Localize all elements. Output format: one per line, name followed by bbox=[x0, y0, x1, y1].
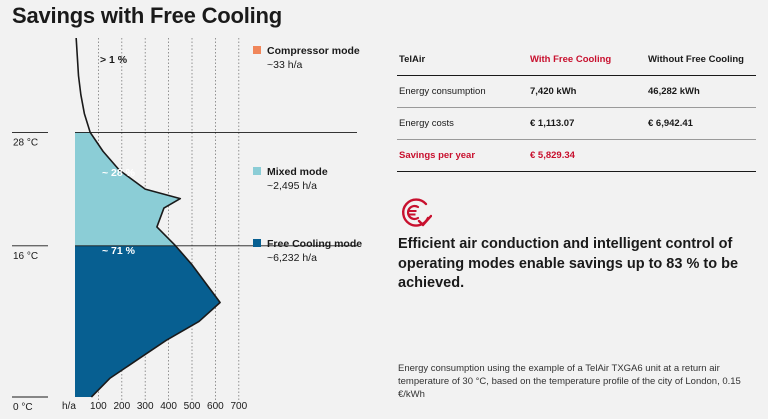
table-header: TelAir bbox=[397, 44, 528, 76]
y-tick-label: 16 °C bbox=[13, 251, 38, 262]
legend-item-mixed: Mixed mode ~2,495 h/a bbox=[253, 165, 328, 193]
zone-share-label: > 1 % bbox=[100, 54, 128, 66]
table-cell: Energy consumption bbox=[397, 75, 528, 108]
table-cell: Energy costs bbox=[397, 107, 528, 140]
x-tick-label: 600 bbox=[207, 401, 224, 412]
table-cell: Savings per year bbox=[397, 139, 528, 172]
table-header: Without Free Cooling bbox=[646, 44, 756, 76]
euro-savings-icon bbox=[402, 198, 432, 227]
y-tick-label: 0 °C bbox=[13, 402, 33, 413]
x-tick-label: 100 bbox=[90, 401, 107, 412]
table-header: With Free Cooling bbox=[528, 44, 646, 76]
x-axis-label: h/a bbox=[62, 401, 76, 412]
table-cell bbox=[646, 139, 756, 172]
x-tick-label: 500 bbox=[184, 401, 201, 412]
table-cell: € 6,942.41 bbox=[646, 107, 756, 140]
table-header-row: TelAir With Free Cooling Without Free Co… bbox=[397, 44, 756, 76]
legend-label: Compressor mode bbox=[267, 45, 360, 57]
x-tick-label: 700 bbox=[230, 401, 247, 412]
compressor-swatch bbox=[253, 46, 261, 54]
legend-label: Mixed mode bbox=[267, 166, 328, 178]
zone-share-label: ~ 28 % bbox=[102, 167, 136, 179]
x-tick-label: 400 bbox=[160, 401, 177, 412]
comparison-table: TelAir With Free Cooling Without Free Co… bbox=[397, 44, 756, 172]
mixed-swatch bbox=[253, 167, 261, 175]
savings-claim: Efficient air conduction and intelligent… bbox=[398, 236, 739, 291]
page-title: Savings with Free Cooling bbox=[12, 3, 283, 28]
table-row: Energy costs € 1,113.07 € 6,942.41 bbox=[397, 107, 756, 140]
temperature-profile-chart: 100 200 300 400 500 600 700 h/a 0 °C 16 °C 28 °C > … bbox=[12, 37, 357, 413]
zone-area-free-cooling-mode bbox=[75, 245, 221, 397]
legend-item-free-cooling: Free Cooling mode ~6,232 h/a bbox=[253, 237, 362, 265]
table-cell: € 1,113.07 bbox=[528, 107, 646, 140]
table-cell: 7,420 kWh bbox=[528, 75, 646, 108]
profile-outline bbox=[75, 37, 221, 398]
x-tick-label: 200 bbox=[113, 401, 130, 412]
table-cell: 46,282 kWh bbox=[646, 75, 756, 108]
table-row: Energy consumption 7,420 kWh 46,282 kWh bbox=[397, 75, 756, 108]
legend-hours: ~2,495 h/a bbox=[267, 180, 317, 192]
x-tick-label: 300 bbox=[137, 401, 154, 412]
free-cooling-swatch bbox=[253, 239, 261, 247]
footnote: Energy consumption using the example of … bbox=[398, 363, 741, 400]
table-cell: € 5,829.34 bbox=[528, 139, 646, 172]
legend-item-compressor: Compressor mode ~33 h/a bbox=[253, 44, 360, 72]
savings-row: Savings per year € 5,829.34 bbox=[397, 139, 756, 172]
legend-hours: ~33 h/a bbox=[267, 59, 303, 71]
zone-share-label: ~ 71 % bbox=[102, 245, 136, 257]
legend-hours: ~6,232 h/a bbox=[267, 252, 317, 264]
y-tick-label: 28 °C bbox=[13, 137, 38, 148]
legend-label: Free Cooling mode bbox=[267, 238, 363, 250]
